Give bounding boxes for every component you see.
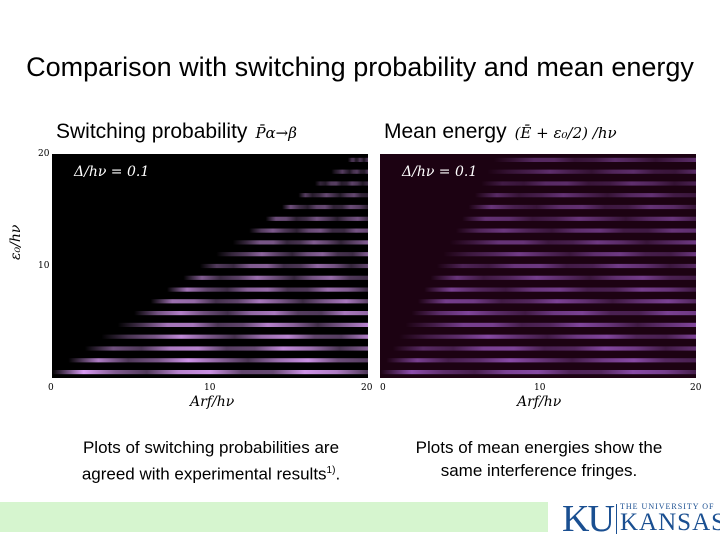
right-caption: Plots of mean energies show the same int…	[372, 436, 706, 482]
fringe-band	[380, 275, 696, 280]
fringe-band	[380, 240, 696, 245]
fringe-band	[380, 287, 696, 292]
fringe-band	[52, 299, 368, 304]
fringe-band	[380, 169, 696, 174]
mean-energy-heatmap	[380, 154, 696, 378]
left-x-axis-label: Arf/hν	[190, 394, 235, 410]
fringe-band	[52, 346, 368, 351]
fringe-band	[52, 275, 368, 280]
fringe-band	[380, 370, 696, 375]
fringe-band	[52, 193, 368, 198]
fringe-band	[52, 358, 368, 363]
fringe-band	[52, 169, 368, 174]
fringe-band	[380, 299, 696, 304]
y-tick-20: 20	[38, 149, 50, 159]
fringe-band	[52, 311, 368, 316]
fringe-band	[380, 157, 696, 162]
fringe-band	[52, 334, 368, 339]
left-caption-line1: Plots of switching probabilities are	[82, 438, 340, 457]
reference-marker: 1)	[326, 465, 336, 476]
right-x-tick-10: 10	[534, 383, 546, 393]
fringe-band	[52, 181, 368, 186]
switching-probability-formula: P̄α→β	[255, 124, 297, 142]
fringe-band	[52, 263, 368, 269]
right-caption-line1: Plots of mean energies show the	[415, 438, 663, 457]
left-x-tick-20: 20	[361, 383, 373, 393]
fringe-band	[52, 322, 368, 327]
fringe-band	[380, 216, 696, 221]
fringe-band	[380, 204, 696, 210]
fringe-band	[380, 228, 696, 233]
mean-energy-plot: Δ/hν = 0.1	[380, 154, 696, 378]
fringe-band	[52, 228, 368, 233]
y-axis-label: ε₀/hν	[8, 224, 24, 260]
y-tick-10: 10	[38, 261, 50, 271]
fringe-band	[52, 240, 368, 245]
fringe-band	[52, 157, 368, 162]
mean-energy-heading: Mean energy (Ē + ε₀/2) /hν	[384, 120, 617, 144]
university-logo: KU THE UNIVERSITY OF KANSAS	[562, 498, 720, 540]
switching-probability-label: Switching probability	[56, 120, 248, 143]
logo-name: KANSAS	[620, 509, 720, 536]
fringe-band	[380, 181, 696, 186]
right-plot-annotation: Δ/hν = 0.1	[402, 164, 478, 180]
switching-probability-heatmap	[52, 154, 368, 378]
fringe-band	[380, 252, 696, 257]
switching-probability-heading: Switching probability P̄α→β	[56, 120, 297, 144]
switching-probability-plot: Δ/hν = 0.1	[52, 154, 368, 378]
fringe-band	[380, 311, 696, 316]
slide-title: Comparison with switching probability an…	[26, 52, 694, 82]
fringe-band	[52, 252, 368, 257]
fringe-band	[380, 322, 696, 327]
left-plot-annotation: Δ/hν = 0.1	[74, 164, 150, 180]
left-x-tick-0: 0	[48, 383, 54, 393]
fringe-band	[380, 263, 696, 269]
mean-energy-label: Mean energy	[384, 120, 507, 143]
fringe-band	[52, 370, 368, 375]
fringe-band	[380, 358, 696, 363]
right-x-axis-label: Arf/hν	[517, 394, 562, 410]
left-caption: Plots of switching probabilities are agr…	[44, 436, 378, 486]
fringe-band	[380, 334, 696, 339]
fringe-band	[52, 216, 368, 221]
right-x-tick-0: 0	[380, 383, 386, 393]
left-caption-line2: agreed with experimental results1).	[81, 464, 341, 484]
fringe-band	[380, 193, 696, 198]
fringe-band	[380, 346, 696, 351]
logo-small-text: THE UNIVERSITY OF	[620, 502, 715, 511]
logo-divider	[616, 504, 617, 534]
mean-energy-formula: (Ē + ε₀/2) /hν	[514, 124, 617, 142]
logo-initials: KU	[562, 498, 615, 540]
fringe-band	[52, 204, 368, 210]
fringe-band	[52, 287, 368, 292]
left-x-tick-10: 10	[204, 383, 216, 393]
footer-bar	[0, 502, 548, 532]
right-x-tick-20: 20	[690, 383, 702, 393]
right-caption-line2: same interference fringes.	[440, 461, 638, 480]
